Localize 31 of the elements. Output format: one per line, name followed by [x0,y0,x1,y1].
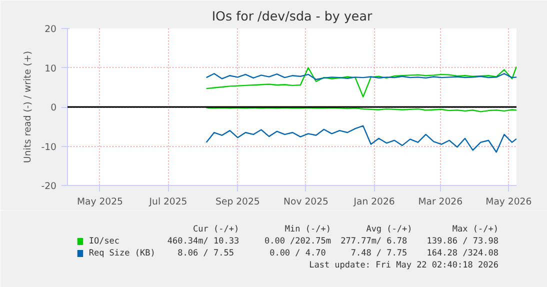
y-tick-label: 0 [50,102,57,114]
text: Max (-/+) [452,224,498,234]
y-tick-label: -20 [41,181,57,192]
y-axis-title: Units read (-) / write (+) [22,50,34,164]
x-tick-label: May 2026 [486,196,532,208]
text: 7.48 / 7.75 [350,248,408,258]
y-tick-label: -10 [41,142,57,153]
line-series [206,125,516,153]
text: 0.00 / 4.70 [270,248,326,258]
y-tick-label: 20 [44,24,57,35]
text: 0.00 /202.75m [264,236,331,246]
legend-label: IO/sec [88,236,120,246]
x-tick-label: Sep 2025 [216,196,260,208]
text: 277.77m/ 6.78 [340,236,408,246]
text: Last update: Fri May 22 02:40:18 2026 [309,260,498,270]
legend-label: Req Size (KB) [88,248,156,258]
text: Min (-/+) [284,224,331,234]
text: 8.06 / 7.55 [178,248,234,258]
line-series [206,66,516,98]
x-tick-label: Mar 2026 [418,196,463,208]
x-tick-label: May 2025 [76,196,124,208]
text: 164.28 /324.08 [426,248,498,258]
y-tick-label: 10 [44,63,57,74]
x-tick-label: Jul 2025 [148,196,188,208]
chart-title: IOs for /dev/sda - by year [212,8,373,24]
x-tick-label: Nov 2025 [284,196,329,208]
x-tick-label: Jan 2026 [352,196,395,208]
text: 139.86 / 73.98 [426,236,498,246]
text: Avg (-/+) [366,224,412,234]
text: Cur (-/+) [193,224,240,234]
text: 460.34m/ 10.33 [167,236,240,246]
